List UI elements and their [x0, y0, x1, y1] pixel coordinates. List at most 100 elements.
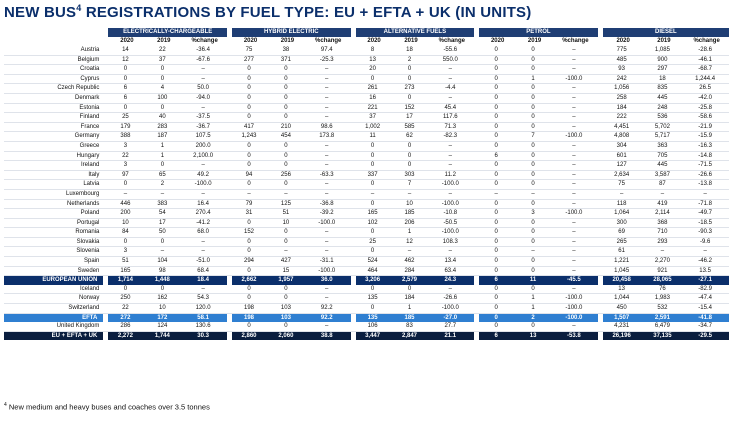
- value-cell: -9.6: [684, 237, 729, 248]
- row-label: Croatia: [4, 64, 104, 75]
- value-cell: –: [145, 246, 183, 258]
- column-gap: [350, 189, 356, 200]
- value-cell: -49.7: [684, 208, 729, 219]
- value-cell: 0: [268, 151, 306, 162]
- column-gap: [103, 74, 109, 85]
- column-gap: [474, 122, 480, 133]
- value-cell: 0: [355, 199, 393, 210]
- value-cell: 0: [516, 122, 554, 133]
- column-gap: [226, 284, 233, 295]
- value-cell: -71.5: [684, 160, 729, 171]
- value-cell: –: [392, 246, 430, 258]
- value-cell: 0: [108, 64, 146, 75]
- row-label: Czech Republic: [4, 83, 104, 94]
- value-cell: 0: [479, 256, 517, 267]
- value-cell: 36.0: [305, 275, 351, 285]
- table-row: Romania 84 50 68.0 152 0–0 1 -100.0 0 0–69 710 -90.…: [4, 227, 729, 238]
- value-cell: -63.3: [305, 170, 351, 181]
- value-cell: 445: [643, 93, 685, 104]
- table-row: Slovakia 0 0–0 0–25 12 108.3 0 0–265 293 -9.6: [4, 237, 729, 248]
- column-gap: [350, 83, 356, 94]
- value-cell: 84: [108, 227, 146, 238]
- year-header: 2020: [120, 38, 134, 44]
- value-cell: 3: [516, 208, 554, 219]
- value-cell: 283: [145, 122, 183, 133]
- column-gap: [350, 218, 356, 229]
- value-cell: –: [553, 160, 598, 171]
- column-gap: [474, 83, 480, 94]
- value-cell: 0: [516, 266, 554, 277]
- value-cell: 0: [268, 141, 306, 152]
- value-cell: 4,808: [602, 131, 644, 142]
- column-gap: [103, 303, 109, 314]
- value-cell: 87: [643, 179, 685, 190]
- value-cell: -82.9: [684, 284, 729, 295]
- value-cell: 2,272: [108, 331, 146, 341]
- column-gap: [226, 151, 233, 162]
- value-cell: -94.0: [182, 93, 227, 104]
- column-gap: [350, 93, 356, 104]
- column-gap: [226, 55, 233, 66]
- value-cell: 258: [602, 93, 644, 104]
- value-cell: 165: [108, 266, 146, 277]
- value-cell: -100.0: [553, 303, 598, 314]
- row-label: Germany: [4, 131, 104, 142]
- value-cell: –: [553, 141, 598, 152]
- value-cell: –: [305, 227, 351, 238]
- year-header: 2019: [404, 38, 418, 44]
- column-gap: [597, 160, 603, 171]
- value-cell: 705: [643, 151, 685, 162]
- value-cell: 0: [268, 322, 306, 332]
- value-cell: 0: [479, 55, 517, 66]
- value-cell: 69: [602, 227, 644, 238]
- column-gap: [350, 256, 356, 267]
- value-cell: 0: [516, 55, 554, 66]
- column-gap: [350, 227, 356, 238]
- value-cell: 419: [643, 199, 685, 210]
- value-cell: 11.2: [429, 170, 475, 181]
- table-row: Latvia 0 2 -100.0 0 0–0 7 -100.0 0 0–75 87 -13.8: [4, 179, 729, 190]
- column-gap: [597, 46, 603, 56]
- year-header: 2020: [490, 38, 505, 44]
- value-cell: 0: [516, 199, 554, 210]
- value-cell: 2,114: [643, 208, 685, 219]
- row-label: Austria: [4, 46, 104, 56]
- value-cell: 0: [516, 64, 554, 75]
- value-cell: -100.0: [182, 179, 227, 190]
- value-cell: 83: [392, 322, 430, 332]
- column-gap: [597, 55, 603, 66]
- value-cell: –: [182, 64, 227, 75]
- value-cell: 37,135: [643, 331, 685, 341]
- value-cell: 0: [479, 83, 517, 94]
- column-gap: [597, 151, 603, 162]
- value-cell: 185: [392, 208, 430, 219]
- value-cell: 388: [108, 131, 146, 142]
- value-cell: 14: [108, 46, 146, 56]
- column-gap: [597, 246, 603, 258]
- value-cell: 1,064: [602, 208, 644, 219]
- column-gap: [597, 199, 603, 210]
- value-cell: 2: [516, 313, 554, 323]
- value-cell: 75: [602, 179, 644, 190]
- value-cell: 450: [602, 303, 644, 314]
- row-label: Sweden: [4, 266, 104, 277]
- column-gap: [103, 160, 109, 171]
- value-cell: 11: [355, 131, 393, 142]
- value-cell: 2,634: [602, 170, 644, 181]
- column-gap: [474, 199, 480, 210]
- column-gap: [474, 112, 480, 123]
- value-cell: 24.3: [429, 275, 475, 285]
- value-cell: 0: [108, 74, 146, 85]
- column-gap: [474, 237, 480, 248]
- value-cell: 173.8: [305, 131, 351, 142]
- row-label: Belgium: [4, 55, 104, 66]
- value-cell: 0: [232, 322, 269, 332]
- value-cell: 92.2: [305, 303, 351, 314]
- value-cell: 38: [268, 46, 306, 56]
- value-cell: 454: [268, 131, 306, 142]
- column-gap: [350, 103, 356, 114]
- value-cell: 0: [479, 112, 517, 123]
- table-row: Switzerland 22 10 120.0 198 103 92.2 0 1 -100.0 0 1…: [4, 303, 729, 314]
- value-cell: 93: [602, 64, 644, 75]
- value-cell: 4,451: [602, 122, 644, 133]
